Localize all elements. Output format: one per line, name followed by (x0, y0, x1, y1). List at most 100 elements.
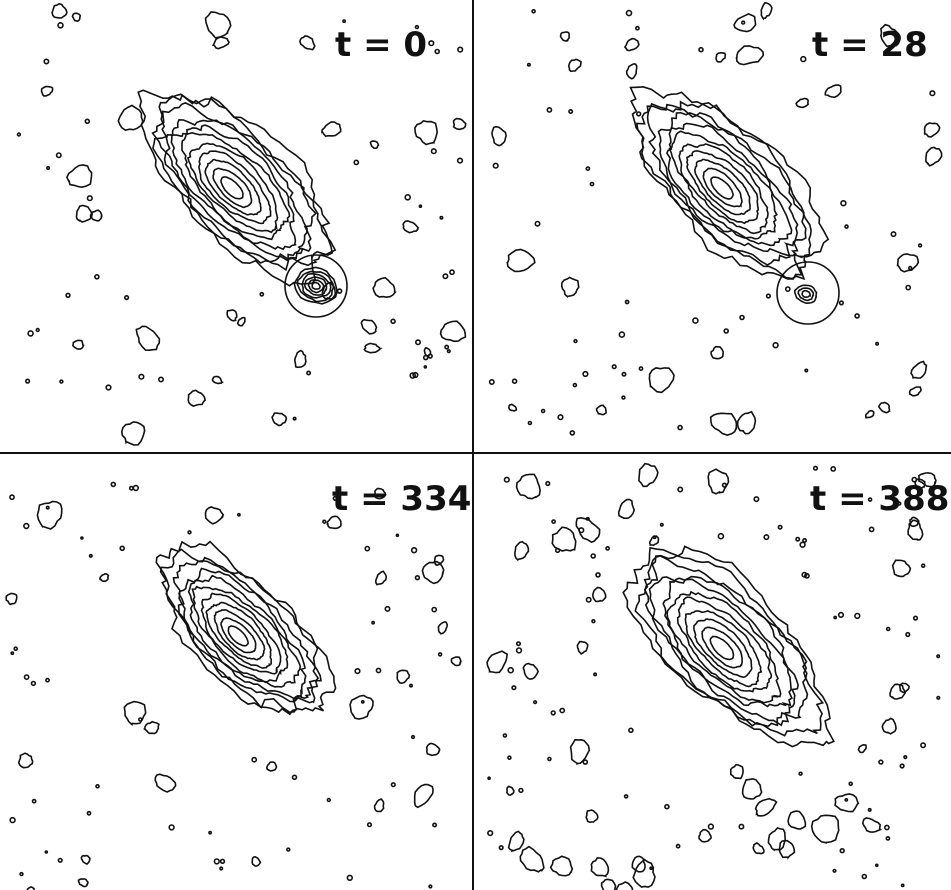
noise-dot (457, 46, 464, 53)
noise-dot (19, 871, 24, 877)
noise-dot (605, 546, 611, 551)
noise-dot (236, 512, 241, 517)
noise-dot (723, 328, 730, 334)
panel-label: t = 28 (812, 25, 928, 65)
noise-dot (707, 823, 715, 830)
noise-contour (889, 683, 907, 700)
noise-dot (9, 494, 15, 501)
noise-dot (105, 384, 112, 391)
noise-dot (854, 612, 861, 620)
noise-dot (624, 299, 630, 305)
contour (635, 100, 812, 281)
noise-dot (439, 215, 444, 220)
noise-dot (409, 372, 417, 379)
noise-dot (753, 496, 760, 503)
noise-contour (120, 421, 146, 446)
noise-contour (293, 349, 307, 369)
noise-dot (840, 200, 847, 207)
noise-dot (414, 574, 421, 581)
noise-contour (730, 763, 744, 780)
noise-contour (515, 473, 541, 500)
noise-contour (778, 839, 796, 860)
noise-dot (45, 677, 50, 683)
noise-dot (408, 683, 413, 688)
noise-dot (95, 783, 100, 789)
noise-contour (72, 339, 85, 350)
noise-dot (456, 157, 464, 164)
noise-contour (648, 535, 660, 547)
noise-dot (366, 822, 373, 828)
noise-contour (909, 516, 920, 528)
noise-dot (740, 20, 746, 25)
noise-dot (591, 618, 596, 624)
noise-contour (741, 777, 763, 800)
noise-dot (905, 284, 912, 291)
panel-label: t = 0 (335, 25, 427, 65)
noise-dot (832, 868, 837, 873)
satellite-contour (301, 272, 332, 299)
contour (170, 124, 297, 251)
contour (172, 556, 322, 703)
noise-dot (903, 754, 908, 760)
noise-contour (142, 720, 160, 735)
noise-dot (488, 378, 495, 385)
noise-dot (621, 395, 626, 400)
noise-dot (492, 162, 499, 169)
noise-contour (271, 412, 288, 427)
noise-dot (213, 858, 221, 865)
noise-contour (211, 36, 230, 50)
noise-dot (430, 148, 437, 155)
contour (220, 176, 244, 200)
noise-dot (390, 318, 396, 325)
noise-contour (372, 276, 397, 299)
noise-contour (891, 559, 912, 578)
noise-contour (396, 669, 411, 685)
noise-dot (86, 195, 93, 202)
noise-dot (259, 291, 265, 297)
noise-contour (917, 472, 937, 488)
noise-contour (522, 662, 539, 681)
noise-dot (187, 530, 192, 535)
noise-dot (911, 476, 918, 483)
noise-dot (138, 373, 145, 380)
noise-contour (66, 164, 93, 189)
contour (634, 554, 825, 737)
noise-dot (838, 300, 845, 306)
noise-dot (88, 553, 93, 558)
contour (212, 167, 253, 209)
noise-dot (46, 166, 51, 171)
noise-dot (848, 781, 854, 787)
noise-dot (442, 273, 449, 280)
noise-dot (332, 495, 338, 502)
noise-dot (798, 771, 803, 776)
noise-dot (346, 874, 353, 881)
noise-contour (760, 1, 773, 21)
noise-dot (55, 152, 62, 159)
noise-dot (844, 224, 849, 229)
noise-contour (910, 360, 928, 380)
panel-label: t = 388 (810, 479, 949, 519)
noise-contour (877, 401, 891, 414)
noise-contour (98, 572, 110, 583)
noise-dot (546, 107, 553, 113)
noise-dot (557, 414, 564, 421)
noise-contour (795, 97, 810, 109)
contour (151, 102, 317, 264)
noise-dot (920, 563, 926, 569)
noise-contour (559, 31, 571, 42)
noise-dot (168, 824, 175, 831)
noise-contour (567, 58, 582, 73)
noise-contour (71, 12, 82, 23)
noise-dot (27, 330, 34, 337)
noise-contour (560, 276, 580, 298)
noise-dot (664, 803, 670, 810)
noise-dot (360, 700, 365, 704)
noise-dot (573, 338, 578, 344)
noise-dot (884, 824, 890, 831)
contour (693, 618, 753, 679)
noise-dot (875, 341, 880, 346)
noise-dot (812, 465, 819, 471)
noise-dot (412, 371, 419, 379)
noise-dot (428, 40, 435, 47)
noise-contour (17, 752, 34, 769)
